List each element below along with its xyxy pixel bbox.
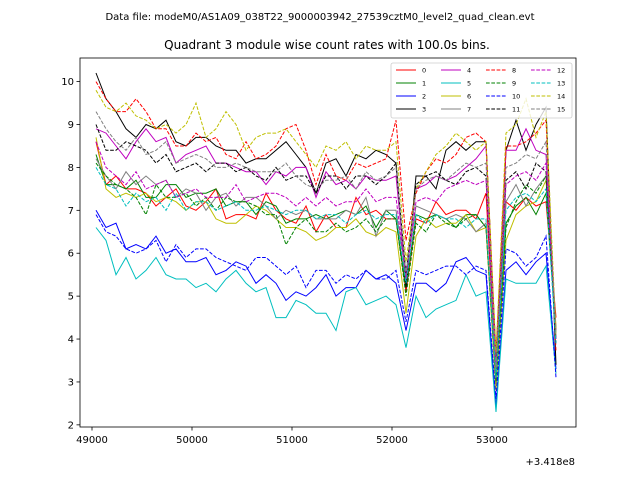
y-tick-label: 3 bbox=[68, 377, 74, 388]
y-tick-label: 6 bbox=[68, 249, 74, 260]
legend-label-8: 8 bbox=[512, 67, 516, 75]
x-tick-label: 50000 bbox=[176, 435, 208, 446]
series-line-9 bbox=[95, 162, 557, 382]
y-tick-label: 10 bbox=[61, 77, 74, 88]
chart-title: Quadrant 3 module wise count rates with … bbox=[164, 38, 490, 52]
legend-label-2: 2 bbox=[422, 93, 426, 101]
x-tick-label: 49000 bbox=[76, 435, 108, 446]
series-line-4 bbox=[95, 127, 557, 357]
legend-label-7: 7 bbox=[467, 106, 471, 114]
legend-label-6: 6 bbox=[467, 93, 471, 101]
legend-label-12: 12 bbox=[557, 67, 565, 75]
series-line-15 bbox=[95, 111, 557, 370]
x-axis-offset-label: +3.418e8 bbox=[525, 457, 575, 468]
y-tick-label: 4 bbox=[68, 335, 74, 346]
series-layer bbox=[95, 72, 557, 413]
series-line-14 bbox=[95, 89, 557, 352]
y-axis: 2 3 4 5 6 7 8 9 10 bbox=[61, 77, 80, 431]
legend-label-14: 14 bbox=[557, 93, 565, 101]
legend-label-15: 15 bbox=[557, 106, 565, 114]
x-tick-label: 51000 bbox=[276, 435, 308, 446]
legend-label-5: 5 bbox=[467, 80, 471, 88]
legend-label-9: 9 bbox=[512, 80, 516, 88]
series-line-13 bbox=[95, 167, 557, 378]
y-tick-label: 2 bbox=[68, 420, 74, 431]
y-tick-label: 9 bbox=[68, 120, 74, 131]
series-line-5 bbox=[95, 227, 557, 413]
series-line-11 bbox=[95, 124, 557, 365]
y-tick-label: 7 bbox=[68, 206, 74, 217]
series-line-10 bbox=[95, 214, 557, 400]
x-tick-label: 53000 bbox=[476, 435, 508, 446]
y-tick-label: 8 bbox=[68, 163, 74, 174]
series-line-6 bbox=[95, 137, 557, 391]
legend-frame bbox=[390, 62, 573, 119]
legend-label-10: 10 bbox=[512, 93, 520, 101]
legend-label-3: 3 bbox=[422, 106, 426, 114]
legend-label-13: 13 bbox=[557, 80, 565, 88]
axes-frame bbox=[79, 57, 577, 428]
series-line-3 bbox=[95, 72, 557, 365]
legend-label-1: 1 bbox=[422, 80, 426, 88]
x-axis: 49000 50000 51000 52000 53000 bbox=[76, 427, 508, 446]
figure-suptitle: Data file: modeM0/AS1A09_038T22_90000039… bbox=[105, 12, 534, 23]
series-line-8 bbox=[95, 81, 557, 357]
legend-label-11: 11 bbox=[512, 106, 520, 114]
x-tick-label: 52000 bbox=[376, 435, 408, 446]
legend-label-0: 0 bbox=[422, 67, 426, 75]
y-tick-label: 5 bbox=[68, 292, 74, 303]
series-line-12 bbox=[95, 141, 557, 370]
legend-label-4: 4 bbox=[467, 67, 471, 75]
